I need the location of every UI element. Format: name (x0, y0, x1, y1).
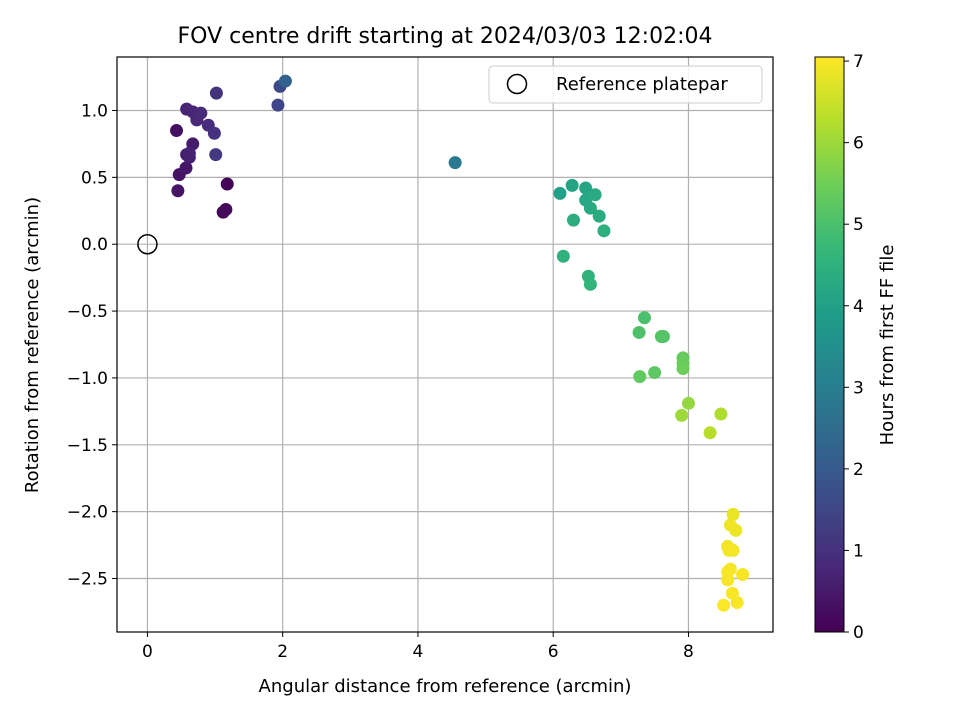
data-point (675, 408, 689, 422)
x-tick-label: 2 (277, 642, 288, 662)
data-point (565, 178, 579, 192)
y-tick-label: −2.5 (67, 570, 108, 590)
data-point (717, 598, 731, 612)
data-point (654, 329, 668, 343)
data-points (137, 74, 750, 612)
data-point (170, 124, 184, 138)
colorbar-label: Hours from first FF file (877, 245, 898, 446)
data-point (703, 426, 717, 440)
data-point (182, 146, 196, 160)
data-point (736, 568, 750, 581)
x-axis-ticks: 0 2 4 6 8 (142, 632, 694, 662)
y-tick-label: −1.0 (67, 369, 108, 389)
data-point (597, 224, 611, 238)
data-point (583, 201, 597, 215)
data-point (722, 543, 736, 557)
colorbar-tick-label: 4 (853, 297, 864, 317)
data-point (579, 181, 593, 195)
data-point (219, 202, 233, 216)
data-point (553, 186, 567, 200)
data-point (271, 98, 285, 112)
data-point (278, 74, 292, 88)
y-tick-label: 0.5 (81, 168, 108, 188)
colorbar-tick-label: 3 (853, 378, 864, 398)
colorbar-gradient (814, 56, 845, 633)
x-tick-label: 0 (142, 642, 153, 662)
legend-label-reference: Reference platepar (556, 74, 728, 95)
data-point (220, 177, 234, 191)
colorbar: 0 1 2 3 4 5 6 7 Hours from first FF file (814, 52, 898, 643)
data-point (209, 86, 223, 100)
data-point (714, 407, 728, 421)
x-axis-label: Angular distance from reference (arcmin) (259, 676, 632, 697)
data-point (681, 396, 695, 410)
y-tick-label: −1.5 (67, 436, 108, 456)
y-tick-label: −0.5 (67, 302, 108, 322)
data-point (588, 188, 602, 202)
data-point (730, 596, 744, 610)
data-point (583, 277, 597, 291)
legend-box (488, 65, 763, 104)
x-tick-label: 4 (413, 642, 424, 662)
colorbar-tick-label: 2 (853, 460, 864, 480)
colorbar-tick-label: 5 (853, 215, 864, 235)
data-point (556, 249, 570, 263)
grid (117, 57, 773, 632)
data-point (729, 523, 743, 537)
x-tick-label: 8 (683, 642, 694, 662)
x-tick-label: 6 (548, 642, 559, 662)
colorbar-tick-label: 7 (853, 52, 864, 72)
y-axis-ticks: −2.5 −2.0 −1.5 −1.0 −0.5 0.0 0.5 1.0 (67, 101, 117, 590)
colorbar-tick-label: 1 (853, 541, 864, 561)
axes-frame (116, 56, 774, 633)
data-point (726, 507, 740, 521)
legend: Reference platepar (488, 65, 763, 104)
data-point (207, 126, 221, 140)
data-point (566, 213, 580, 227)
data-point (209, 148, 223, 162)
colorbar-tick-label: 0 (853, 623, 864, 643)
chart-title: FOV centre drift starting at 2024/03/03 … (178, 24, 713, 49)
y-axis-label: Rotation from reference (arcmin) (22, 197, 43, 493)
reference-platepar-point (137, 233, 158, 255)
y-tick-label: 0.0 (81, 235, 108, 255)
data-point (721, 573, 735, 587)
data-point (632, 325, 646, 339)
colorbar-ticks: 0 1 2 3 4 5 6 7 (844, 52, 864, 643)
data-point (648, 366, 662, 380)
y-tick-label: 1.0 (81, 101, 108, 121)
data-point (448, 156, 462, 170)
data-point (638, 311, 652, 325)
y-tick-label: −2.0 (67, 503, 108, 523)
data-point (171, 184, 185, 198)
data-point (194, 106, 208, 120)
legend-marker-reference (506, 73, 528, 95)
colorbar-tick-label: 6 (853, 134, 864, 154)
data-point (592, 209, 606, 223)
data-point (633, 370, 647, 384)
data-point (676, 362, 690, 376)
data-point (179, 161, 193, 175)
